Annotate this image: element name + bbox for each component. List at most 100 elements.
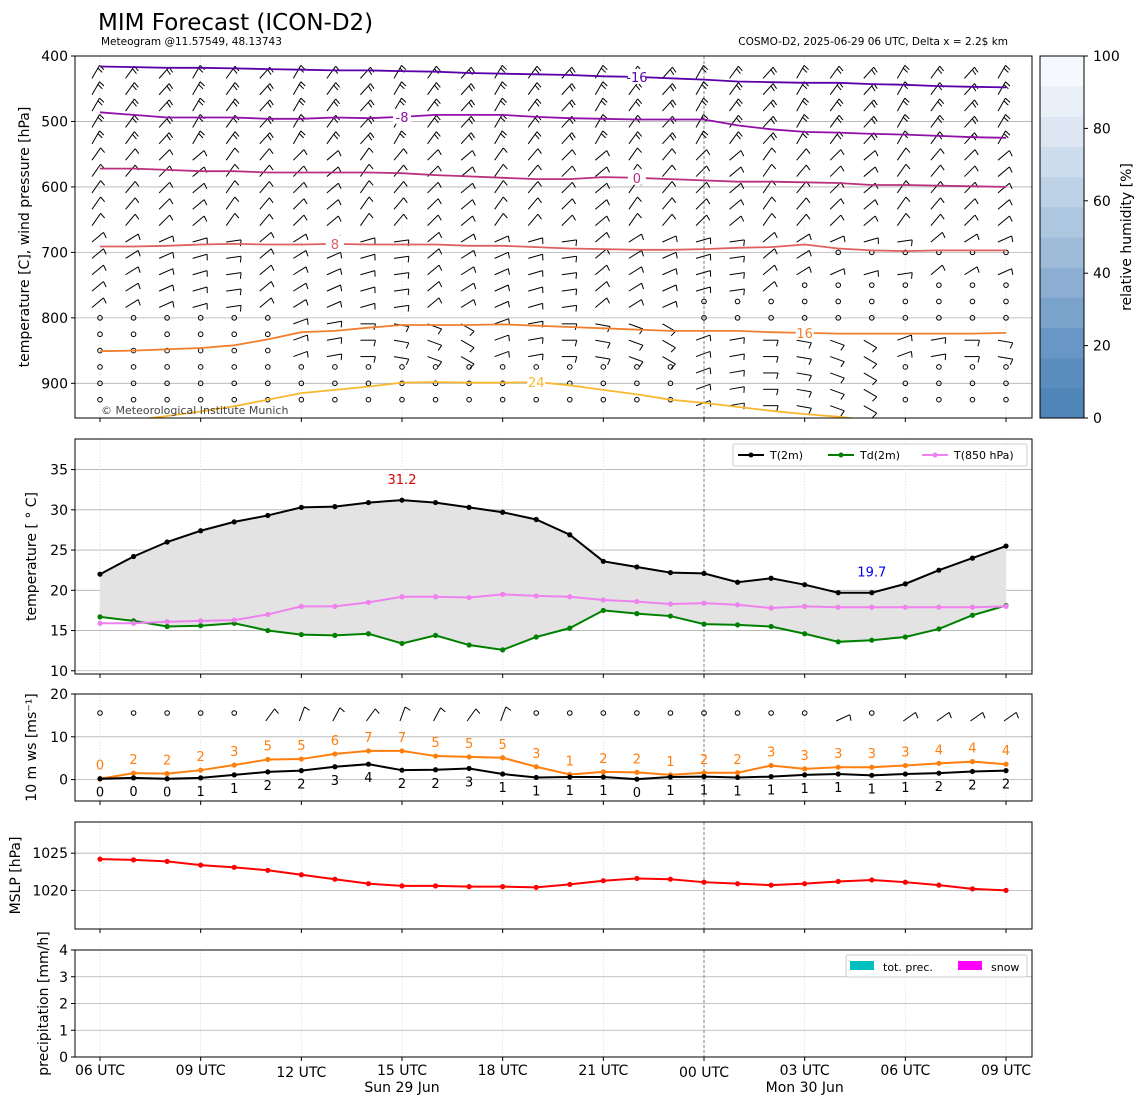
calm-wind-marker xyxy=(701,710,707,716)
wind-barb xyxy=(762,180,773,194)
legend-label-tot-prec: tot. prec. xyxy=(883,961,933,974)
wind-barb xyxy=(460,356,475,365)
calm-wind-marker xyxy=(801,298,808,305)
wind-barb xyxy=(192,182,205,194)
time-axis: 06 UTC 09 UTC 12 UTC 15 UTC 18 UTC 21 UTC 00 U… xyxy=(75,1063,1031,1096)
wind-barb-feather xyxy=(606,215,610,222)
wind-barb xyxy=(695,149,707,161)
wind-barb-feather xyxy=(670,330,676,337)
wind-barb xyxy=(494,334,509,341)
wind-barb xyxy=(326,65,337,79)
point-mslp xyxy=(936,882,942,888)
wind-barb-feather xyxy=(871,102,876,108)
wind-barb xyxy=(326,215,339,227)
wind-barb xyxy=(729,272,745,276)
wind-barb-feather xyxy=(134,148,140,155)
wind-barb-feather xyxy=(239,288,242,296)
point-gust xyxy=(466,754,472,760)
wind-barb xyxy=(729,386,745,390)
wind-barb-feather xyxy=(401,130,407,136)
calm-wind-marker xyxy=(902,282,909,288)
wind-barb xyxy=(125,213,136,226)
gust-value-label: 5 xyxy=(431,736,439,751)
wind-barb xyxy=(125,98,135,112)
time-tick-label: 09 UTC xyxy=(981,1063,1031,1079)
point-gust xyxy=(265,756,271,763)
wind-barb-feather xyxy=(99,81,105,87)
wind-barb xyxy=(293,350,308,358)
colorbar-tick-label: 80 xyxy=(1093,121,1111,137)
wind-barb-feather xyxy=(772,66,778,73)
wind-barb-feather xyxy=(305,250,309,257)
gust-value-label: 2 xyxy=(633,752,641,767)
wind-barb-feather xyxy=(1009,342,1014,349)
colorbar-segment xyxy=(1040,297,1084,328)
wind-barb xyxy=(863,237,879,243)
wind-barb xyxy=(695,65,704,79)
calm-wind-marker xyxy=(130,710,137,716)
wind-barb-feather xyxy=(303,149,308,156)
wind-barb-feather xyxy=(407,305,410,312)
wind-barb-feather xyxy=(472,199,476,206)
wind-barb-feather xyxy=(434,117,439,123)
wind-barb xyxy=(91,213,102,226)
calm-wind-marker xyxy=(365,380,372,387)
wind-barb-feather xyxy=(534,84,540,91)
calm-wind-marker xyxy=(97,364,103,370)
calm-wind-marker xyxy=(231,347,238,354)
wind-barb-feather xyxy=(805,197,811,204)
point-speed xyxy=(969,768,976,775)
day-label: Sun 29 Jun xyxy=(364,1080,439,1096)
calm-wind-marker xyxy=(130,331,137,338)
copyright-notice: © Meteorological Institute Munich xyxy=(101,404,288,417)
wind-barb-feather xyxy=(435,131,441,137)
wind-barb-feather xyxy=(507,252,510,259)
gust-value-label: 4 xyxy=(935,743,943,758)
wind-barb xyxy=(729,402,745,407)
wind-barb xyxy=(393,130,402,145)
point-mslp xyxy=(869,877,875,883)
point-mslp xyxy=(298,872,304,878)
speed-value-label: 1 xyxy=(700,784,708,799)
wind-barb xyxy=(964,83,975,96)
wind-barb xyxy=(326,337,342,341)
wind-barb-feather xyxy=(505,706,512,711)
wind-barb xyxy=(427,264,440,276)
wind-barb-feather xyxy=(1009,183,1013,190)
mslp-frame xyxy=(74,821,1033,930)
calm-wind-marker xyxy=(231,364,238,370)
wind-barb-feather xyxy=(575,256,578,263)
wind-barb-feather xyxy=(840,165,845,172)
wind-barb xyxy=(158,235,174,243)
wind-barb xyxy=(125,282,139,292)
wind-barb xyxy=(1003,711,1017,722)
wind-barb-feather xyxy=(502,180,508,186)
wind-barb-feather xyxy=(234,131,240,137)
calm-wind-marker xyxy=(902,298,909,305)
wind-barb xyxy=(896,213,907,226)
wind-barb-feather xyxy=(743,256,745,263)
wind-barb xyxy=(528,286,543,292)
mslp-panel: 1020 1025 MSLP [hPa] xyxy=(8,821,1033,933)
wind-barb-feather xyxy=(641,283,644,290)
wind-barb-feather xyxy=(939,98,945,105)
gust-value-label: 3 xyxy=(868,747,876,762)
wind-barb-feather xyxy=(771,213,777,219)
wind-barb-feather xyxy=(574,340,578,347)
wind-barb-feather xyxy=(198,84,204,90)
wind-barb xyxy=(628,250,642,259)
wind-barb xyxy=(292,114,302,128)
time-tick-label: 15 UTC xyxy=(377,1063,427,1079)
wind-barb-feather xyxy=(808,266,812,273)
point-t850 xyxy=(969,604,976,610)
wind-barb xyxy=(729,353,745,358)
wind-barb-feather xyxy=(166,69,171,76)
wind-barb xyxy=(729,215,742,227)
calm-wind-marker xyxy=(634,364,640,370)
wind-barb-feather xyxy=(971,69,977,76)
wind-barb-feather xyxy=(373,356,376,363)
time-tick-label: 06 UTC xyxy=(880,1063,930,1079)
wind-barb xyxy=(936,711,950,722)
wind-barb xyxy=(595,264,608,276)
wind-barb xyxy=(125,266,139,276)
